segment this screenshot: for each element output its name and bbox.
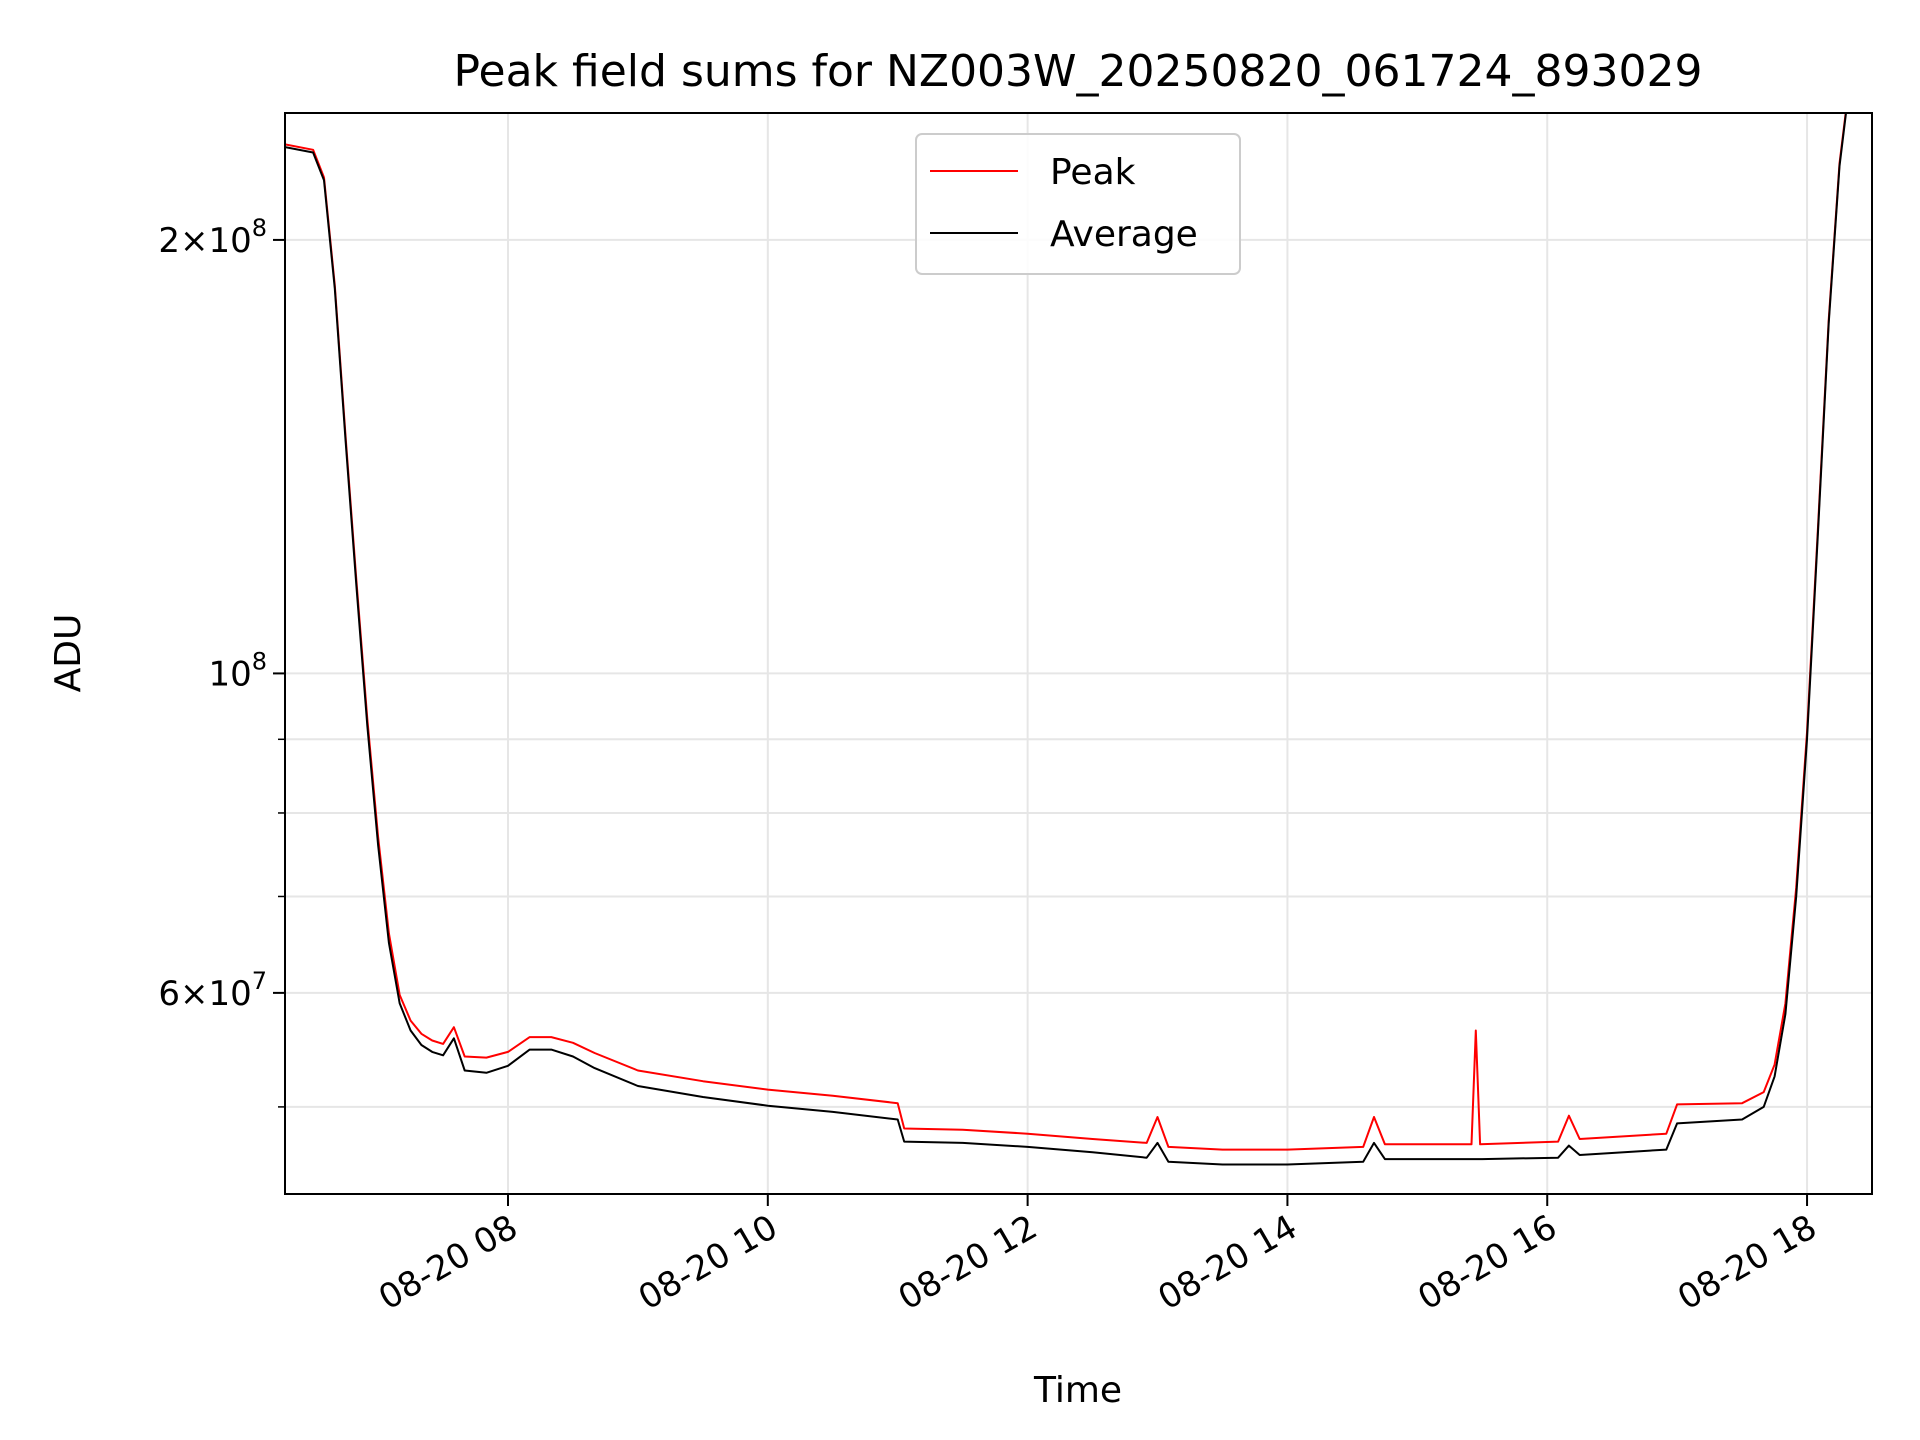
y-tick-label: 108 [208, 647, 267, 694]
legend-label-peak: Peak [1050, 152, 1136, 193]
plot-series [285, 113, 1847, 1166]
y-tick-base: 10 [208, 221, 251, 261]
y-tick-mantissa: 2 [158, 221, 180, 261]
legend: Peak Average [915, 133, 1241, 275]
y-tick-label: 6×107 [158, 967, 267, 1014]
chart-title: Peak field sums for NZ003W_20250820_0617… [454, 46, 1703, 97]
series-line-average [285, 113, 1847, 1166]
y-tick-times: × [180, 974, 209, 1014]
legend-label-average: Average [1050, 214, 1198, 255]
y-axis-label: ADU [48, 614, 89, 693]
y-tick-times: × [180, 221, 209, 261]
series-line-peak [285, 113, 1847, 1151]
y-tick-base: 10 [208, 974, 251, 1014]
grid [285, 113, 1872, 1194]
y-tick-mantissa: 6 [158, 974, 180, 1014]
plot-frame [284, 112, 1873, 1195]
y-tick-exponent: 8 [252, 647, 267, 675]
y-tick-base: 10 [208, 654, 251, 694]
y-tick-exponent: 7 [252, 967, 267, 995]
y-tick-label: 2×108 [158, 214, 267, 261]
legend-box [915, 133, 1241, 275]
y-tick-exponent: 8 [252, 214, 267, 242]
x-axis-label: Time [1033, 1370, 1122, 1411]
